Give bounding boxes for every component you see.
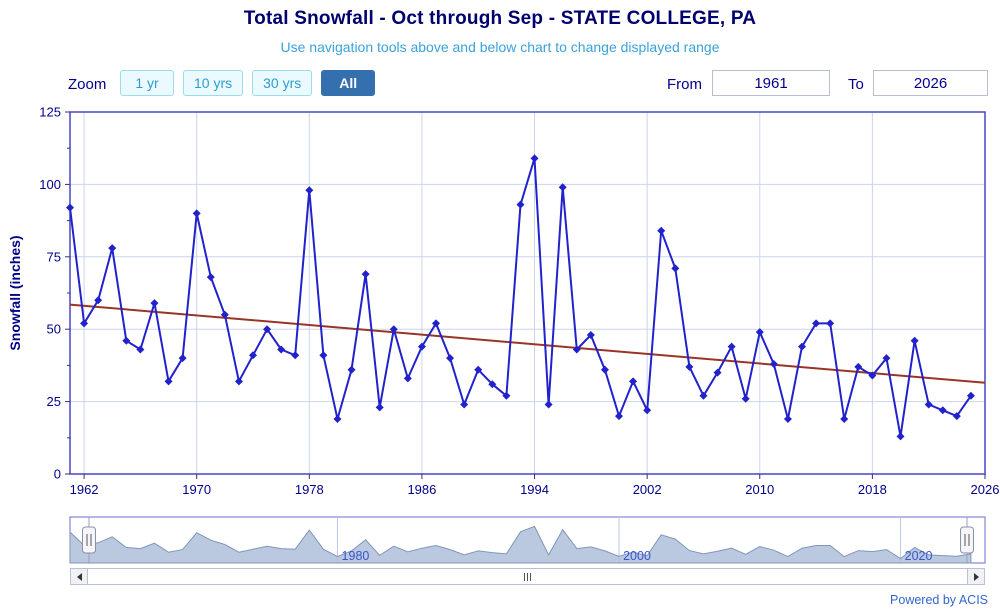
svg-text:2018: 2018: [858, 482, 887, 497]
svg-text:25: 25: [47, 394, 61, 409]
zoom-label: Zoom: [68, 76, 107, 93]
scrollbar[interactable]: [70, 568, 985, 585]
plot-border: [69, 111, 986, 475]
scrollbar-left-arrow[interactable]: [71, 569, 88, 584]
series-line: [69, 157, 972, 438]
svg-text:0: 0: [54, 467, 61, 482]
trend-line: [69, 303, 986, 384]
scrollbar-grip-icon: [524, 572, 531, 581]
x-axis: 1962 1970 1978 1986 1994 2002 2010 2018 2026: [70, 474, 1000, 497]
svg-text:2002: 2002: [633, 482, 662, 497]
svg-text:1970: 1970: [182, 482, 211, 497]
left-arrow-icon: [76, 572, 82, 581]
navigator-tick-label: 1980: [342, 549, 370, 563]
svg-text:2010: 2010: [745, 482, 774, 497]
to-label: To: [848, 76, 864, 93]
from-label: From: [667, 76, 702, 93]
gridlines: [70, 111, 986, 475]
navigator-left-handle[interactable]: [82, 517, 96, 563]
zoom-button-group: 1 yr 10 yrs 30 yrs All: [120, 70, 376, 96]
svg-text:100: 100: [39, 177, 61, 192]
navigator-right-handle[interactable]: [960, 517, 974, 563]
svg-text:1978: 1978: [295, 482, 324, 497]
powered-by-acis-link[interactable]: Powered by ACIS: [890, 593, 988, 607]
y-axis: 0 25 50 75 100 125: [39, 105, 70, 482]
svg-text:1986: 1986: [407, 482, 436, 497]
svg-text:125: 125: [39, 105, 61, 120]
y-axis-title: Snowfall (inches): [7, 235, 23, 350]
svg-text:1962: 1962: [70, 482, 99, 497]
navigator-tick-label: 2020: [905, 549, 933, 563]
svg-text:1994: 1994: [520, 482, 549, 497]
chart-title: Total Snowfall - Oct through Sep - STATE…: [243, 8, 757, 29]
scrollbar-thumb[interactable]: [88, 569, 967, 584]
svg-text:75: 75: [47, 249, 61, 264]
navigator-tick-label: 2000: [623, 549, 651, 563]
right-arrow-icon: [973, 572, 979, 581]
chart-subtitle: Use navigation tools above and below cha…: [280, 39, 720, 55]
scrollbar-right-arrow[interactable]: [967, 569, 984, 584]
navigator-chart[interactable]: 1980 2000 2020: [0, 514, 1000, 568]
svg-text:2026: 2026: [971, 482, 1000, 497]
snowfall-line-chart: 0 25 50 75 100 125 1962 1970 1978 1986 1994 2002 201…: [7, 105, 1000, 498]
from-year-input[interactable]: [712, 70, 830, 96]
zoom-button-10yrs[interactable]: 10 yrs: [183, 70, 244, 96]
zoom-button-all[interactable]: All: [321, 70, 376, 96]
zoom-button-30yrs[interactable]: 30 yrs: [252, 70, 313, 96]
navigator-area: [69, 525, 972, 564]
svg-text:50: 50: [47, 322, 61, 337]
to-year-input[interactable]: [873, 70, 988, 96]
zoom-button-1yr[interactable]: 1 yr: [120, 70, 174, 96]
series-markers: [66, 154, 975, 441]
